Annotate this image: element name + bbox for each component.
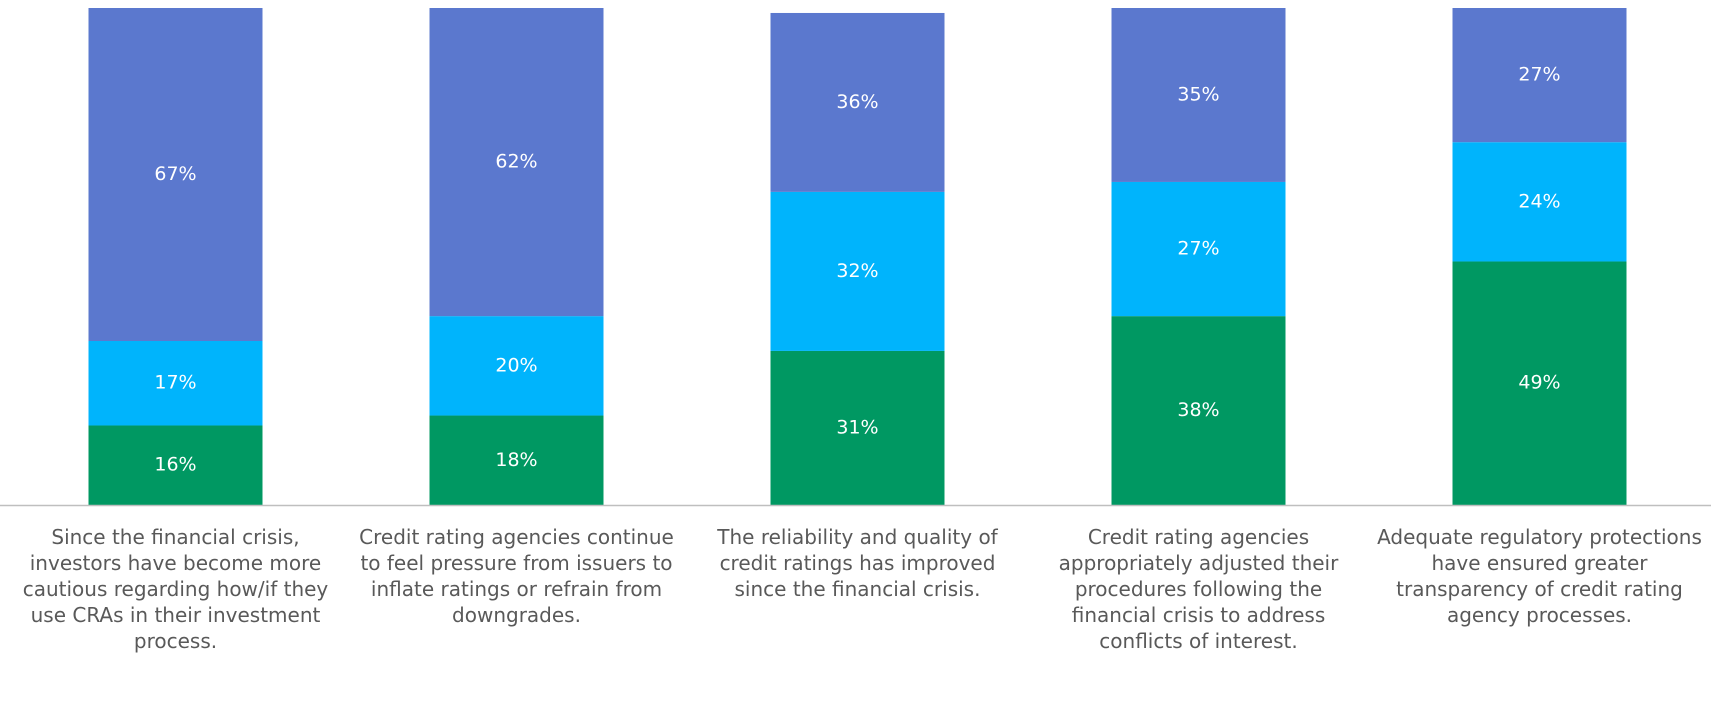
value-label: 38% (1177, 399, 1219, 421)
bar-segment (88, 425, 263, 505)
value-label: 17% (154, 372, 196, 394)
bar-segment (770, 350, 945, 505)
category-label: Since the financial crisis, investors ha… (22, 525, 329, 653)
bar-segment (88, 8, 263, 341)
value-label: 20% (495, 354, 537, 376)
bar-segment (429, 415, 604, 505)
value-label: 35% (1177, 83, 1219, 105)
value-label: 27% (1518, 64, 1560, 86)
value-label: 27% (1177, 238, 1219, 260)
category-label: Adequate regulatory protections have ens… (1377, 525, 1702, 627)
bar-segment (1111, 8, 1286, 182)
value-label: 31% (836, 416, 878, 438)
bar-segment (1452, 8, 1627, 143)
bar-segment (1452, 142, 1627, 262)
category-label: Credit rating agencies appropriately adj… (1058, 525, 1339, 653)
bar-segment (1452, 261, 1627, 505)
bar-segment (770, 191, 945, 351)
bar-segment (429, 8, 604, 317)
bar-segment (429, 316, 604, 416)
bar-segment (88, 340, 263, 426)
category-label: Credit rating agencies continue to feel … (359, 525, 674, 627)
value-label: 67% (154, 163, 196, 185)
value-label: 18% (495, 449, 537, 471)
value-label: 36% (836, 91, 878, 113)
bar-segment (1111, 181, 1286, 317)
bar-segment (770, 12, 945, 192)
value-label: 16% (154, 454, 196, 476)
category-label: The reliability and quality of credit ra… (717, 525, 998, 601)
value-label: 24% (1518, 190, 1560, 212)
value-label: 49% (1518, 372, 1560, 394)
value-label: 32% (836, 260, 878, 282)
value-label: 62% (495, 151, 537, 173)
bar-segment (1111, 316, 1286, 505)
